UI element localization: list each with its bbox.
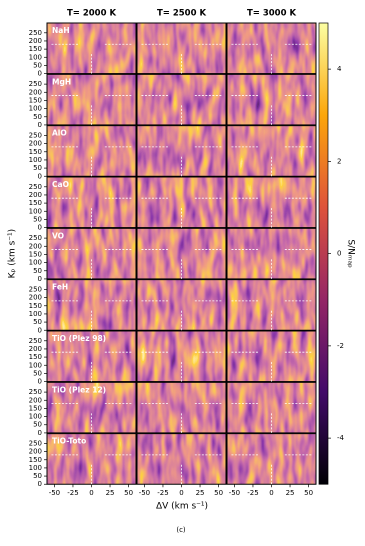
x-tick-label: 25 <box>286 489 295 497</box>
y-tick-label: 0 <box>38 429 42 437</box>
row-label: FeH <box>52 283 68 292</box>
y-tick-label: 100 <box>29 464 42 472</box>
panel-frame <box>136 125 227 177</box>
colorbar-tick-label: 2 <box>337 157 341 165</box>
x-tick-label: 50 <box>304 489 313 497</box>
caption: (c) <box>176 526 186 534</box>
y-tick-label: 250 <box>29 337 42 345</box>
y-tick-label: 250 <box>29 183 42 191</box>
x-tick-label: 50 <box>214 489 223 497</box>
y-tick-label: 0 <box>38 121 42 129</box>
y-tick-label: 200 <box>29 396 42 404</box>
colorbar-tick-label: 0 <box>337 250 341 258</box>
x-tick-label: -50 <box>229 489 240 497</box>
x-tick-label: -25 <box>157 489 168 497</box>
y-tick-label: 150 <box>29 456 42 464</box>
y-tick-label: 150 <box>29 45 42 53</box>
y-tick-label: 50 <box>33 472 42 480</box>
y-tick-label: 250 <box>29 388 42 396</box>
panel-frame <box>46 125 137 177</box>
y-tick-label: 0 <box>38 480 42 488</box>
column-title: T= 3000 K <box>247 9 296 19</box>
y-tick-label: 50 <box>33 267 42 275</box>
y-tick-label: 0 <box>38 70 42 78</box>
panel-frame <box>46 330 137 383</box>
y-tick-label: 100 <box>29 361 42 369</box>
row-label: TiO (Plez 12) <box>52 385 106 394</box>
y-tick-label: 100 <box>29 310 42 318</box>
y-tick-label: 100 <box>29 53 42 61</box>
y-tick-label: 150 <box>29 96 42 104</box>
colorbar-tick-label: -2 <box>337 342 344 350</box>
y-tick-label: 0 <box>38 172 42 180</box>
x-tick-label: 25 <box>196 489 205 497</box>
y-tick-label: 250 <box>29 285 42 293</box>
x-tick-label: 25 <box>106 489 115 497</box>
y-tick-label: 250 <box>29 131 42 139</box>
y-tick-label: 50 <box>33 215 42 223</box>
row-label: VO <box>52 231 64 240</box>
x-axis-label: ΔV (km s⁻¹) <box>156 502 208 512</box>
column-title: T= 2000 K <box>67 9 116 19</box>
y-tick-label: 200 <box>29 140 42 148</box>
column-title: T= 2500 K <box>157 9 206 19</box>
y-tick-label: 150 <box>29 404 42 412</box>
y-tick-label: 0 <box>38 275 42 283</box>
y-axis-label: Kₚ (km s⁻¹) <box>8 229 18 279</box>
y-tick-label: 100 <box>29 259 42 267</box>
y-tick-label: 200 <box>29 294 42 302</box>
y-tick-label: 250 <box>29 80 42 88</box>
x-tick-label: 0 <box>89 489 93 497</box>
colorbar <box>318 22 329 485</box>
x-tick-label: 0 <box>269 489 273 497</box>
y-tick-label: 250 <box>29 29 42 37</box>
x-tick-label: -25 <box>247 489 258 497</box>
y-tick-label: 100 <box>29 105 42 113</box>
y-tick-label: 150 <box>29 199 42 207</box>
row-label: TiO (Plez 98) <box>52 334 106 343</box>
y-tick-label: 100 <box>29 207 42 215</box>
colorbar-tick-label: 4 <box>337 65 342 73</box>
row-label: MgH <box>52 77 71 86</box>
y-tick-label: 200 <box>29 345 42 353</box>
y-tick-label: 200 <box>29 88 42 96</box>
y-tick-label: 0 <box>38 378 42 386</box>
y-tick-label: 50 <box>33 164 42 172</box>
panel-frame <box>226 330 317 383</box>
y-tick-label: 50 <box>33 61 42 69</box>
row-label: AlO <box>52 129 67 138</box>
panel-frame <box>136 330 227 383</box>
x-tick-label: -50 <box>139 489 150 497</box>
row-label: CaO <box>52 180 69 189</box>
y-tick-label: 200 <box>29 448 42 456</box>
y-tick-label: 150 <box>29 353 42 361</box>
y-tick-label: 0 <box>38 326 42 334</box>
y-tick-label: 200 <box>29 191 42 199</box>
y-tick-label: 50 <box>33 318 42 326</box>
colorbar-tick-label: -4 <box>337 434 345 442</box>
x-tick-label: 50 <box>124 489 133 497</box>
row-label: TiO-Toto <box>52 437 86 446</box>
y-tick-label: 150 <box>29 148 42 156</box>
panel-frame <box>226 125 317 177</box>
x-tick-label: 0 <box>179 489 183 497</box>
y-tick-label: 100 <box>29 156 42 164</box>
y-tick-label: 200 <box>29 242 42 250</box>
y-tick-label: 200 <box>29 37 42 45</box>
colorbar-label: S/Nₘₐₚ <box>346 239 356 268</box>
y-tick-label: 100 <box>29 413 42 421</box>
row-label: NaH <box>52 26 70 35</box>
y-tick-label: 50 <box>33 369 42 377</box>
y-tick-label: 150 <box>29 302 42 310</box>
y-tick-label: 50 <box>33 421 42 429</box>
y-tick-label: 250 <box>29 234 42 242</box>
x-tick-label: -25 <box>67 489 78 497</box>
x-tick-label: -50 <box>49 489 60 497</box>
y-tick-label: 0 <box>38 224 42 232</box>
y-tick-label: 50 <box>33 113 42 121</box>
y-tick-label: 250 <box>29 439 42 447</box>
y-tick-label: 150 <box>29 250 42 258</box>
